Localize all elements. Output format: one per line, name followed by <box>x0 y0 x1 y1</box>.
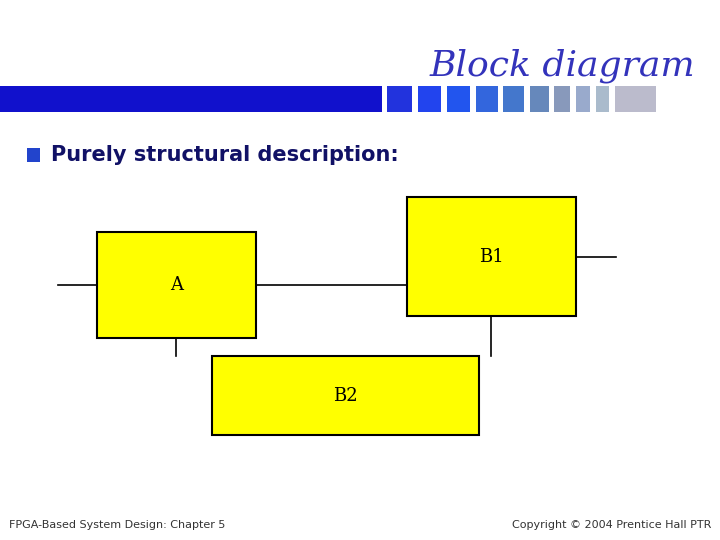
Text: Purely structural description:: Purely structural description: <box>51 145 399 165</box>
Bar <box>447 86 470 112</box>
Text: Block diagram: Block diagram <box>429 49 695 83</box>
Bar <box>503 86 524 112</box>
Text: FPGA-Based System Design: Chapter 5: FPGA-Based System Design: Chapter 5 <box>9 520 225 530</box>
Bar <box>212 356 479 435</box>
Bar <box>97 232 256 338</box>
Bar <box>615 86 656 112</box>
Text: B1: B1 <box>479 247 504 266</box>
Bar <box>0 86 382 112</box>
Text: A: A <box>170 276 183 294</box>
Bar <box>596 86 609 112</box>
Text: B2: B2 <box>333 387 358 404</box>
Bar <box>476 86 498 112</box>
Bar <box>530 86 549 112</box>
Bar <box>27 148 40 162</box>
Bar <box>387 86 412 112</box>
Bar <box>576 86 590 112</box>
Bar <box>407 197 576 316</box>
Text: Copyright © 2004 Prentice Hall PTR: Copyright © 2004 Prentice Hall PTR <box>512 520 711 530</box>
Bar <box>554 86 570 112</box>
Bar <box>418 86 441 112</box>
